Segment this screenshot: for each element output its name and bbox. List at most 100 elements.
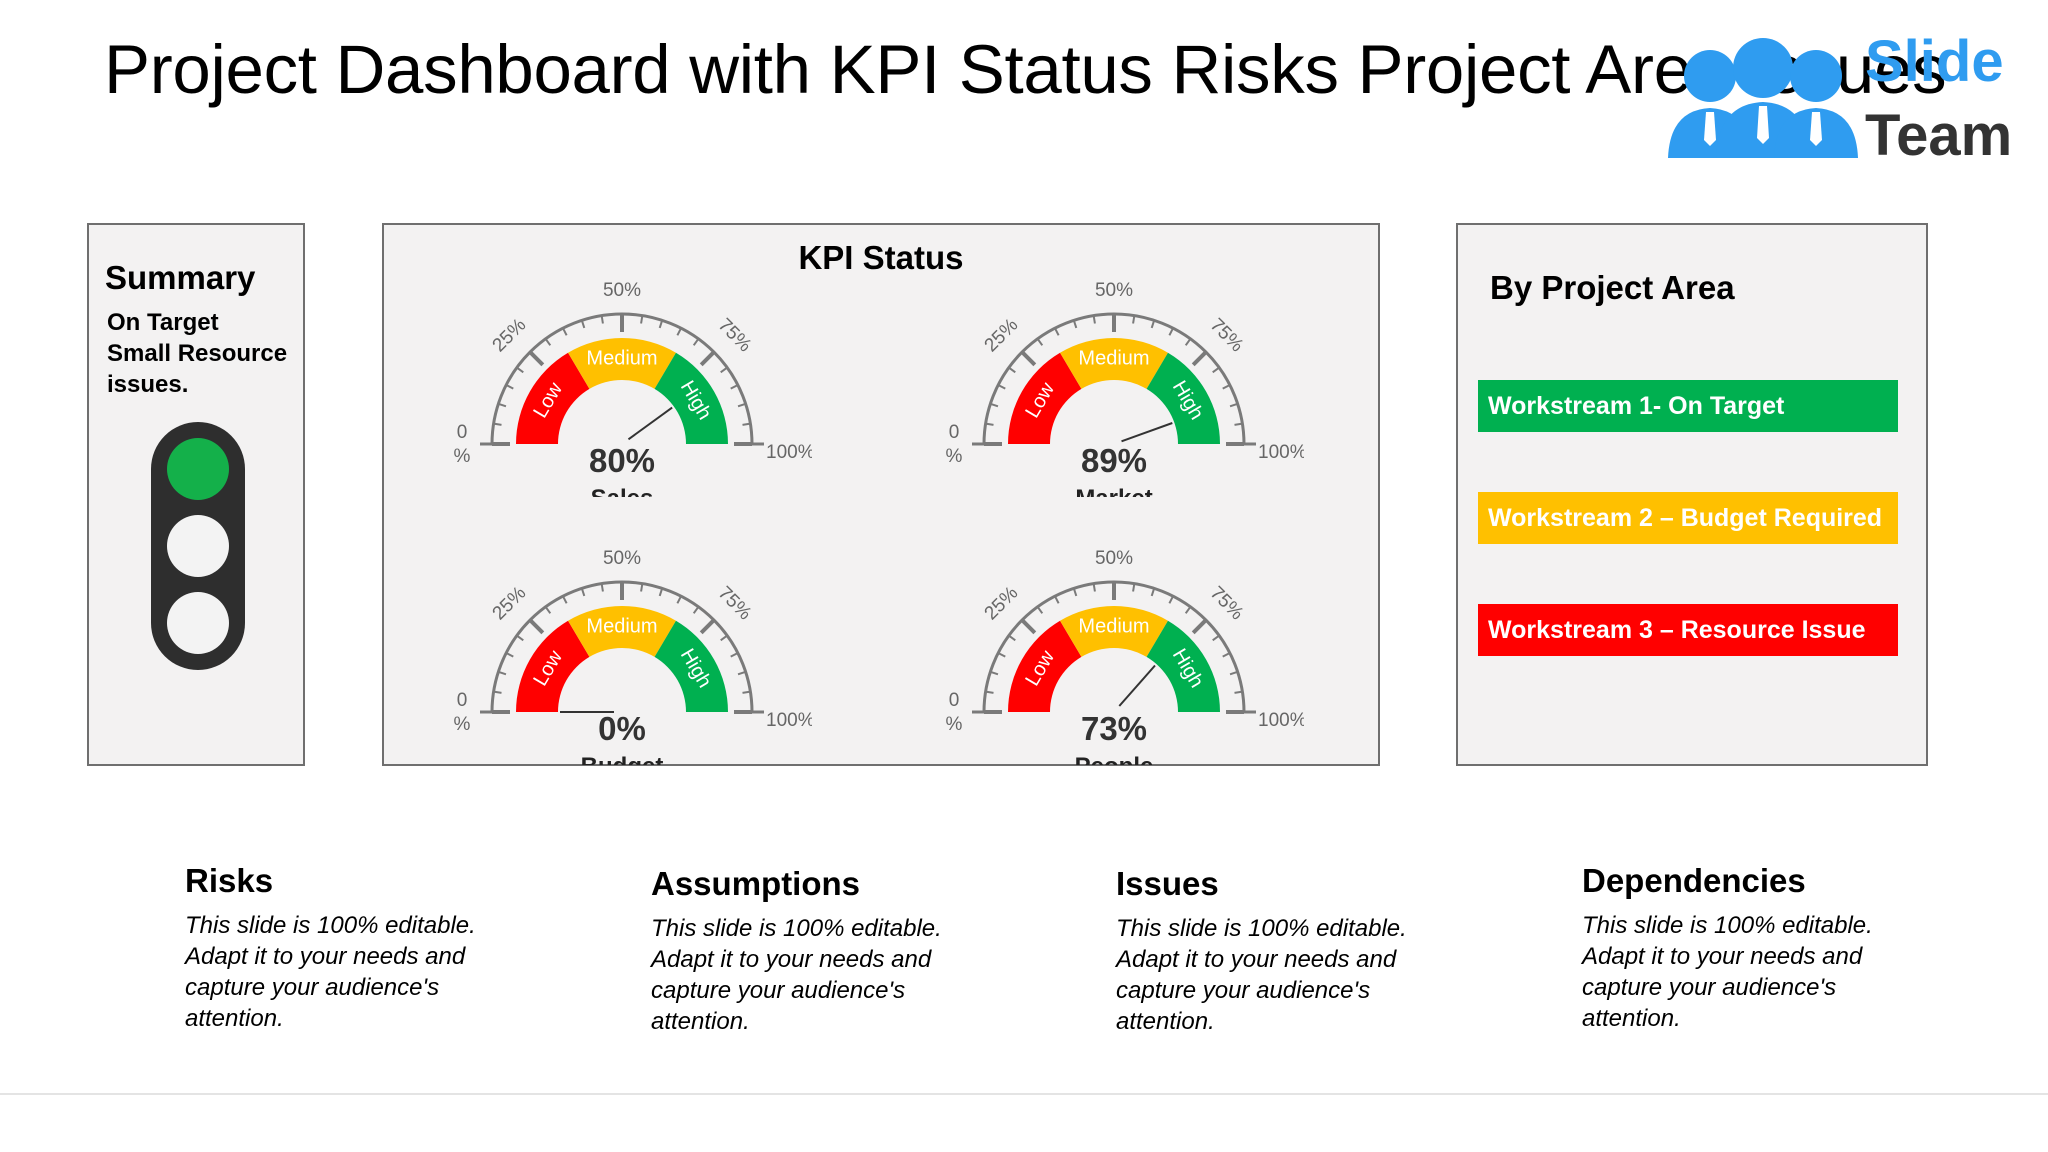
gauge-tick	[742, 690, 751, 694]
gauge-value: 0%	[598, 710, 646, 747]
workstream-1-badge: Workstream 1- On Target	[1478, 380, 1898, 432]
gauge-band-low	[516, 620, 590, 712]
gauge-tick	[676, 327, 682, 336]
gauge-value: 89%	[1081, 442, 1147, 479]
gauge-tick	[1212, 366, 1220, 374]
gauge-scale-75: 75%	[1206, 583, 1248, 625]
gauge-tick	[985, 690, 994, 694]
gauge-tick	[562, 327, 568, 336]
gauge-tick	[1229, 670, 1238, 676]
gauge-band-low	[1008, 620, 1082, 712]
gauge-tick	[737, 670, 746, 676]
gauge-tick	[516, 634, 524, 642]
gauge-scale-100: 100%	[766, 442, 812, 463]
risks-body: This slide is 100% editable. Adapt it to…	[185, 912, 476, 1032]
gauge-tick	[1184, 606, 1192, 614]
gauge-name: Sales	[591, 485, 654, 497]
gauge-tick	[1191, 350, 1208, 367]
gauge-tick	[544, 606, 552, 614]
gauge-tick	[997, 652, 1006, 658]
risks-section: Risks This slide is 100% editable. Adapt…	[185, 862, 515, 1034]
gauge-tick	[640, 315, 644, 324]
kpi-heading: KPI Status	[798, 239, 964, 276]
gauge-tick	[699, 350, 716, 367]
gauge-scale-0-unit: %	[454, 714, 471, 735]
gauge-scale-100: 100%	[1258, 442, 1304, 463]
gauge-value: 73%	[1081, 710, 1147, 747]
gauge-name: Market	[1075, 485, 1152, 497]
gauge-name: Budget	[581, 753, 664, 765]
project-area-heading: By Project Area	[1490, 269, 1735, 306]
gauge-needle	[1121, 422, 1173, 443]
brand-logo: Slide Team	[1660, 28, 2020, 168]
gauge-tick	[1020, 350, 1037, 367]
issues-heading: Issues	[1116, 865, 1219, 902]
gauge-tick	[493, 690, 502, 694]
gauge-tick	[1054, 595, 1060, 604]
summary-status-line2: Small Resource issues.	[107, 340, 288, 398]
gauge-scale-75: 75%	[714, 315, 756, 357]
gauge-band-label: Medium	[586, 347, 657, 369]
assumptions-section: Assumptions This slide is 100% editable.…	[651, 865, 981, 1037]
gauge-tick	[742, 422, 751, 426]
gauge-tick	[1168, 327, 1174, 336]
gauge-tick	[699, 618, 716, 635]
gauge-tick	[692, 606, 700, 614]
summary-panel: Summary On Target Small Resource issues.	[87, 223, 305, 766]
gauge-tick	[730, 384, 739, 390]
project-area-panel: By Project Area Workstream 1- On Target …	[1456, 223, 1928, 766]
gauge-scale-50: 50%	[603, 280, 641, 301]
gauge-tick	[720, 366, 728, 374]
assumptions-heading: Assumptions	[651, 865, 861, 902]
gauge-tick	[658, 320, 664, 329]
gauge-tick	[580, 588, 586, 597]
gauge-tick	[1150, 588, 1156, 597]
gauge-tick	[1222, 652, 1231, 658]
gauge-tick	[1008, 634, 1016, 642]
dependencies-body: This slide is 100% editable. Adapt it to…	[1582, 912, 1873, 1032]
gauge-tick	[1054, 327, 1060, 336]
gauge-tick	[505, 384, 514, 390]
people-icon	[1668, 38, 1858, 158]
gauge-tick	[1072, 320, 1078, 329]
gauge-tick	[544, 338, 552, 346]
summary-status-line1: On Target	[107, 309, 219, 336]
gauge-band-label: Medium	[1078, 347, 1149, 369]
gauge-tick	[516, 366, 524, 374]
gauge-band-low	[1008, 352, 1082, 444]
gauge-tick	[580, 320, 586, 329]
gauge-tick	[1234, 422, 1243, 426]
gauge-scale-0-unit: %	[946, 714, 963, 735]
gauge-scale-50: 50%	[1095, 548, 1133, 569]
gauge-scale-0-unit: %	[454, 446, 471, 467]
kpi-status-panel: KPI Status Low Medium High 0% 25% 50% 75% 100% 8…	[382, 223, 1380, 766]
traffic-light-middle-lamp	[167, 515, 229, 577]
gauge-tick	[1150, 320, 1156, 329]
gauge-tick	[676, 595, 682, 604]
gauge-tick	[720, 634, 728, 642]
gauge-scale-50: 50%	[603, 548, 641, 569]
footer-divider	[0, 1093, 2048, 1095]
page-title: Project Dashboard with KPI Status Risks …	[104, 31, 1947, 108]
gauge-scale-100: 100%	[1258, 710, 1304, 731]
gauge-tick	[1036, 606, 1044, 614]
summary-status: On Target Small Resource issues.	[107, 307, 307, 400]
gauge-tick	[505, 652, 514, 658]
workstream-2-badge: Workstream 2 – Budget Required	[1478, 492, 1898, 544]
gauge-tick	[997, 384, 1006, 390]
gauge-tick	[1008, 366, 1016, 374]
gauge-scale-50: 50%	[1095, 280, 1133, 301]
gauge-scale-25: 25%	[489, 315, 531, 357]
gauge-tick	[737, 402, 746, 408]
gauge-scale-25: 25%	[489, 583, 531, 625]
gauge-band-medium	[1060, 606, 1168, 657]
gauge-tick	[640, 583, 644, 592]
dependencies-section: Dependencies This slide is 100% editable…	[1582, 862, 1912, 1034]
gauge-tick	[1234, 690, 1243, 694]
gauge-scale-75: 75%	[1206, 315, 1248, 357]
gauge-band-high	[654, 352, 728, 444]
gauge-tick	[528, 350, 545, 367]
summary-heading: Summary	[105, 259, 256, 296]
gauge-tick	[1132, 315, 1136, 324]
